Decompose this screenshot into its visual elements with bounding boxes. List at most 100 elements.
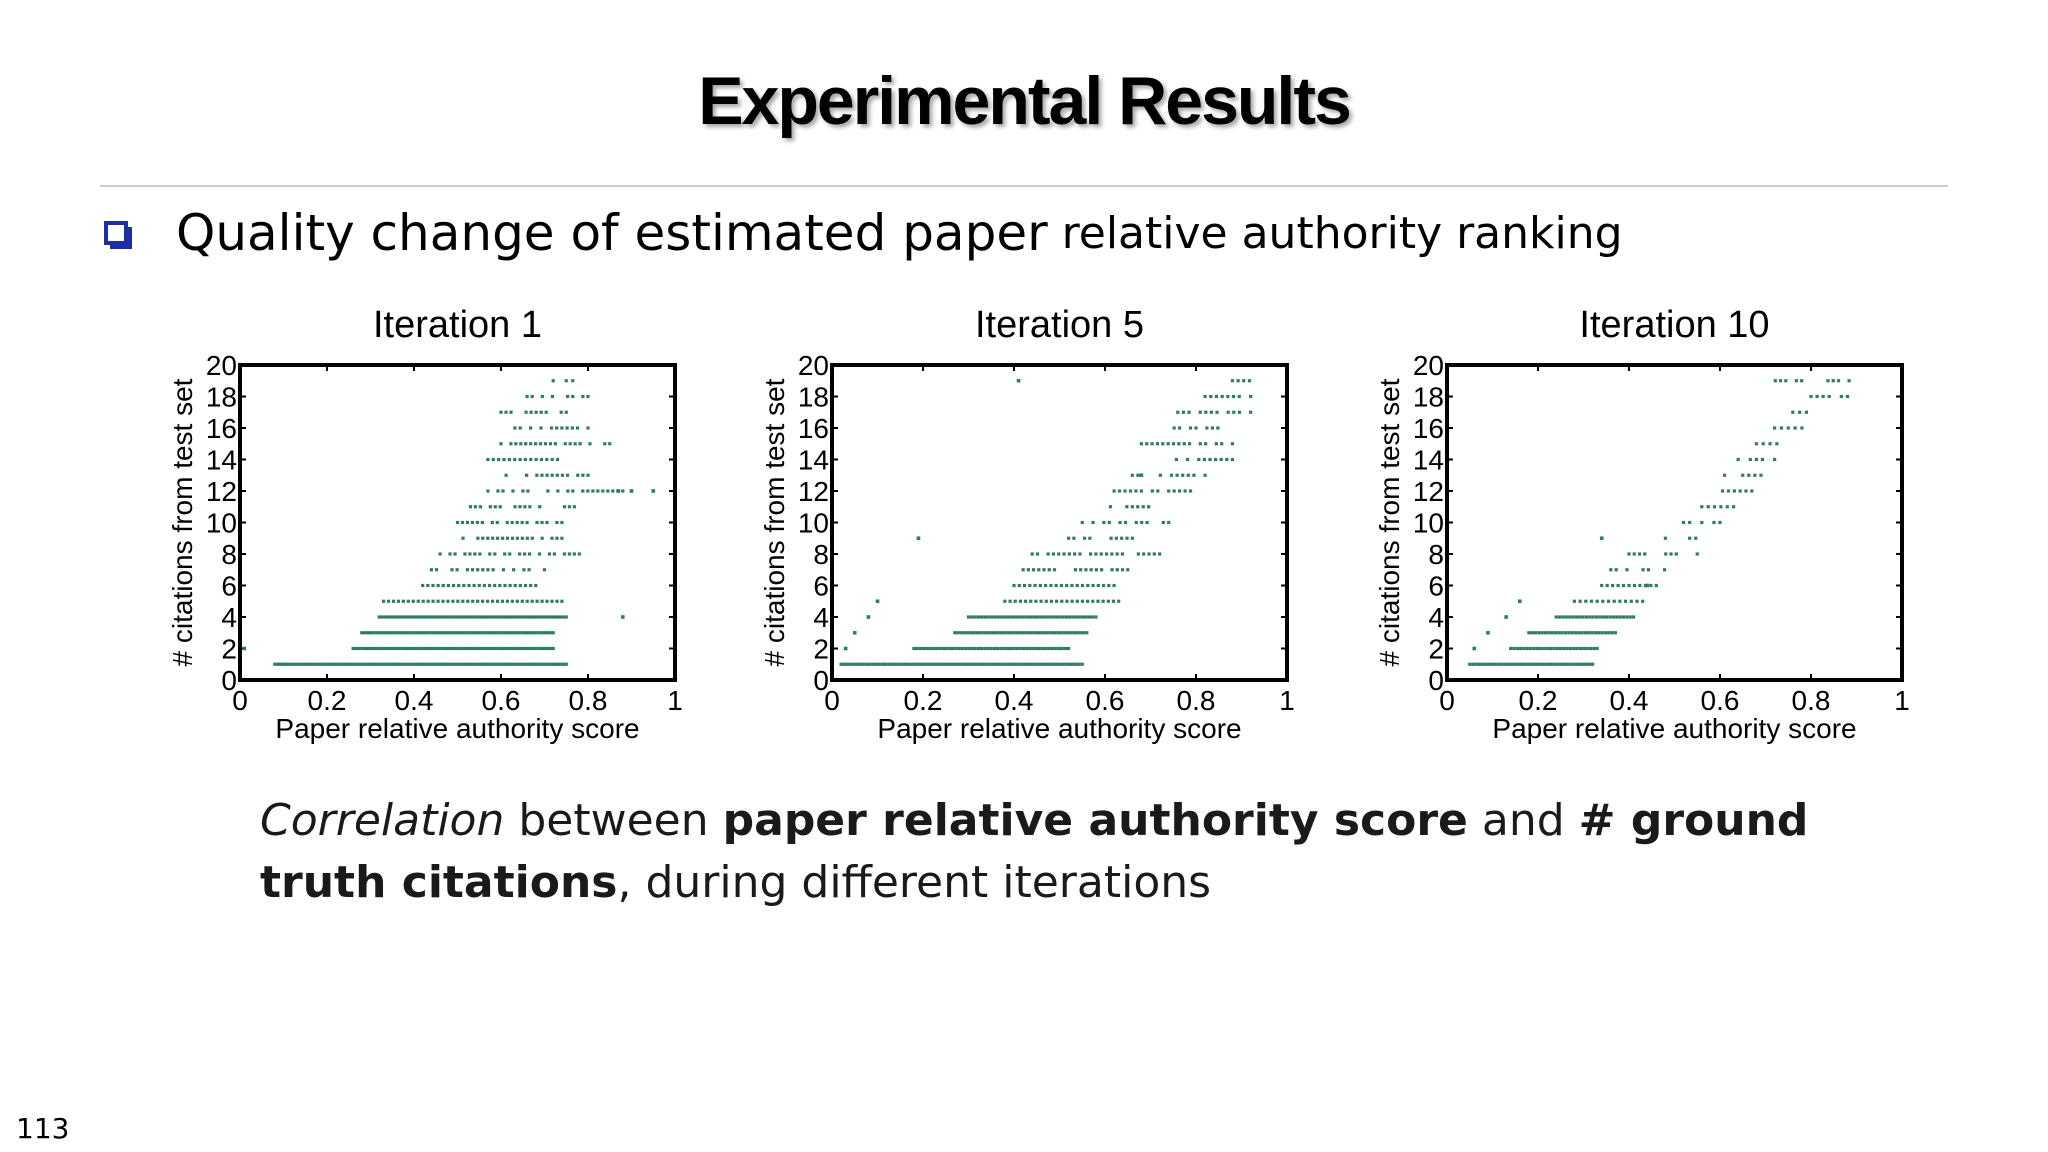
data-point [508,583,512,588]
data-point [368,662,372,666]
data-point [551,379,555,383]
data-point [517,646,521,651]
data-point [446,583,451,588]
data-point [1028,646,1032,651]
x-tick-label: 0 [1439,685,1455,716]
data-point [1621,583,1626,588]
data-point [558,615,562,619]
data-point [1815,394,1819,399]
data-point [972,631,976,635]
data-point [490,646,494,651]
data-point [586,394,590,399]
data-point [359,662,363,666]
data-point [894,662,898,666]
data-point [1768,442,1772,446]
data-point [1018,599,1023,603]
data-point [1125,536,1129,540]
caption-text-3: , during different iterations [617,857,1212,908]
data-point [1060,599,1064,603]
data-point [379,646,383,651]
data-point [1509,646,1513,651]
data-point [1055,599,1059,603]
data-point [566,394,570,399]
data-point [997,662,1001,666]
data-point [1045,662,1049,666]
data-point [527,615,532,619]
data-point [1178,426,1182,430]
data-point [1067,662,1071,666]
data-point [1635,599,1639,603]
data-point [484,615,489,619]
data-point [919,662,924,666]
data-point [481,615,486,619]
data-point [1120,568,1125,572]
data-point [1027,631,1031,635]
data-point [1005,646,1009,651]
data-point [319,662,323,666]
data-point [1177,442,1181,446]
data-point [581,473,585,477]
data-point [907,662,911,666]
data-point [1247,379,1252,383]
data-point [1044,646,1048,651]
data-point [1545,662,1549,666]
data-point [1078,552,1082,556]
data-point [520,520,524,525]
data-point [1035,552,1040,556]
data-point [322,662,326,666]
data-point [1748,457,1752,462]
data-point [469,615,473,619]
data-point [496,631,500,635]
data-point [1515,646,1519,651]
data-point [1012,615,1016,619]
data-point [1214,442,1218,446]
data-point [1472,646,1477,651]
data-point [1601,615,1605,619]
data-point [1026,568,1030,572]
data-point [1188,426,1193,430]
data-point [414,615,418,619]
data-point [1059,583,1064,588]
data-point [1094,552,1098,556]
data-point [855,662,859,666]
data-point [1114,536,1118,540]
data-point [1484,662,1488,666]
data-point [297,662,301,666]
data-point [581,394,585,399]
data-point [527,552,532,556]
y-tick-label: 6 [813,571,829,602]
data-point [1237,410,1241,414]
data-point [1040,631,1044,635]
data-point [1804,410,1809,414]
data-point [456,646,460,651]
data-point [948,662,953,666]
data-point [1638,583,1642,588]
data-point [432,615,436,619]
data-point [567,552,571,556]
data-point [425,646,429,651]
data-point [1532,662,1537,666]
data-point [514,631,518,635]
data-point [1584,615,1589,619]
data-point [515,520,519,525]
data-point [528,426,533,430]
data-point [954,646,958,651]
data-point [1216,426,1220,430]
data-point [1145,520,1149,525]
data-point [294,662,298,666]
data-point [1147,552,1151,556]
data-point [352,662,357,666]
data-point [476,599,480,603]
checkbox-bullet-icon [104,221,132,249]
data-point [552,552,557,556]
data-point [974,662,978,666]
data-point [1554,615,1558,619]
data-point [431,631,435,635]
data-point [461,599,465,603]
data-point [1627,552,1631,556]
data-point [521,615,525,619]
data-point [1574,662,1579,666]
data-point [391,646,395,651]
data-point [429,662,433,666]
data-point [1055,615,1059,619]
